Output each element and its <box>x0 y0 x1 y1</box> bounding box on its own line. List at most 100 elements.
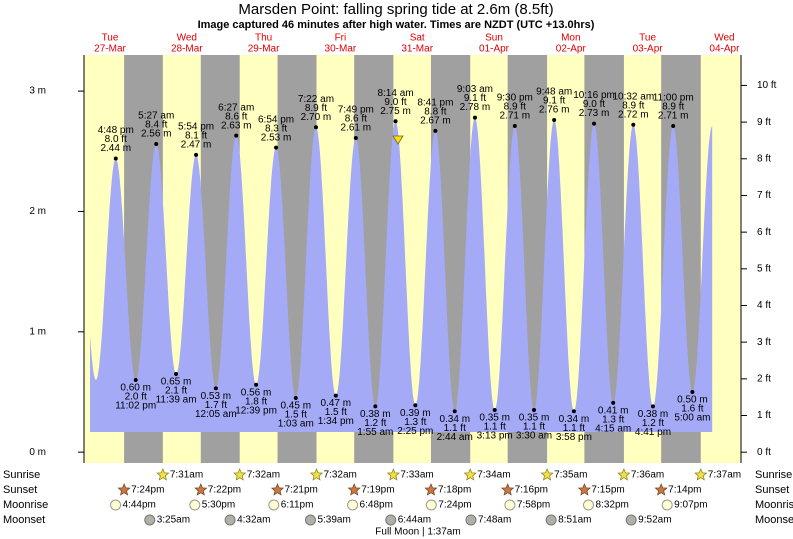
moonrise-time: 6:11pm <box>281 500 314 511</box>
moonset-icon <box>224 514 236 526</box>
sunset-time: 7:14pm <box>668 485 701 496</box>
moonset-time: 4:32am <box>237 515 270 526</box>
current-tide-marker <box>392 135 404 145</box>
tide-ft: 2.1 ft <box>165 386 187 397</box>
tide-time: 9:30 pm <box>497 93 533 104</box>
tide-time: 5:54 pm <box>178 122 214 133</box>
moonrise-icon <box>110 499 122 511</box>
day-date: 27-Mar <box>94 44 126 55</box>
tide-point <box>571 409 576 414</box>
sunset-icon <box>501 483 515 496</box>
moon-phase-note: Full Moon | 1:37am <box>375 527 460 538</box>
tide-ft: 8.9 ft <box>504 102 526 113</box>
sunset-time: 7:19pm <box>361 485 394 496</box>
tide-point <box>213 386 218 391</box>
y2-tick-label: 8 ft <box>757 153 771 164</box>
tide-ft: 9.1 ft <box>464 93 486 104</box>
tide-m: 0.47 m <box>321 398 352 409</box>
sunrise-time: 7:33am <box>400 470 433 481</box>
day-weekday: Thu <box>255 33 272 44</box>
tide-point <box>133 377 138 382</box>
sunrise-icon <box>233 468 247 481</box>
tide-point <box>413 403 418 408</box>
day-date: 29-Mar <box>248 44 280 55</box>
tide-time: 9:48 am <box>536 87 572 98</box>
tide-point <box>293 396 298 401</box>
tide-time: 11:39 am <box>156 395 197 406</box>
tide-ft: 8.0 ft <box>105 134 127 145</box>
tide-m: 2.67 m <box>420 115 451 126</box>
tide-time: 7:22 am <box>298 94 334 105</box>
day-date: 04-Apr <box>709 44 740 55</box>
chart-subtitle: Image captured 46 minutes after high wat… <box>198 19 595 31</box>
tide-point <box>113 156 118 161</box>
tide-time: 5:00 am <box>674 413 710 424</box>
tide-time: 9:03 am <box>457 84 493 95</box>
tide-point <box>313 125 318 130</box>
moonset-icon <box>144 514 156 526</box>
tide-m: 0.50 m <box>677 395 708 406</box>
sunset-time: 7:18pm <box>438 485 471 496</box>
tide-time: 12:39 pm <box>235 405 277 416</box>
sunset-time: 7:22pm <box>208 485 241 496</box>
sunset-time: 7:15pm <box>591 485 624 496</box>
y2-tick-label: 7 ft <box>757 190 771 201</box>
tide-ft: 1.6 ft <box>681 404 703 415</box>
sunrise-time: 7:34am <box>477 470 510 481</box>
row-label: Sunset <box>755 484 789 496</box>
tide-ft: 1.5 ft <box>325 407 347 418</box>
tide-point <box>154 142 159 147</box>
y-tick-label: 0 m <box>29 447 46 458</box>
sunset-icon <box>117 483 131 496</box>
row-label: Sunrise <box>3 469 40 481</box>
moonset-time: 5:39am <box>317 515 350 526</box>
moonset-time: 6:44am <box>398 515 431 526</box>
tide-ft: 8.6 ft <box>345 114 367 125</box>
tide-ft: 8.3 ft <box>265 123 287 134</box>
tide-m: 2.76 m <box>539 105 570 116</box>
tide-point <box>254 382 259 387</box>
tide-point <box>234 133 239 138</box>
row-label: Moonset <box>3 514 45 526</box>
sunrise-time: 7:31am <box>170 470 203 481</box>
moonrise-icon <box>661 499 673 511</box>
tide-point <box>552 117 557 122</box>
sunrise-time: 7:32am <box>247 470 280 481</box>
moonset-icon <box>385 514 397 526</box>
day-date: 30-Mar <box>325 44 357 55</box>
tide-m: 0.53 m <box>201 391 232 402</box>
tide-point <box>690 389 695 394</box>
day-weekday: Wed <box>714 33 734 44</box>
tide-m: 2.71 m <box>500 111 531 122</box>
sunset-time: 7:16pm <box>515 485 548 496</box>
y-tick-label: 2 m <box>29 206 46 217</box>
sunset-time: 7:24pm <box>131 485 164 496</box>
moonset-icon <box>304 514 316 526</box>
sunset-time: 7:21pm <box>285 485 318 496</box>
sunrise-icon <box>309 468 324 481</box>
y2-tick-label: 5 ft <box>757 263 771 274</box>
tide-ft: 1.1 ft <box>523 422 545 433</box>
y2-tick-label: 1 ft <box>757 410 771 421</box>
tide-ft: 1.3 ft <box>404 417 426 428</box>
moonrise-icon <box>504 499 516 511</box>
day-weekday: Fri <box>335 33 347 44</box>
chart-title: Marsden Point: falling spring tide at 2.… <box>238 1 553 18</box>
row-label: Moonrise <box>755 499 793 511</box>
moonrise-icon <box>268 499 280 511</box>
tide-m: 2.56 m <box>141 129 172 140</box>
tide-time: 10:32 am <box>612 91 654 102</box>
tide-time: 11:02 pm <box>115 401 156 412</box>
tide-m: 0.38 m <box>360 409 391 420</box>
sunrise-icon <box>386 468 400 481</box>
tide-m: 0.65 m <box>161 377 192 388</box>
tide-point <box>194 152 199 157</box>
tide-point <box>631 122 636 127</box>
sunrise-icon <box>617 468 631 481</box>
tide-ft: 8.9 ft <box>662 102 684 113</box>
tide-point <box>611 400 616 405</box>
tide-ft: 1.1 ft <box>563 423 585 434</box>
moonset-icon <box>625 514 637 526</box>
y2-tick-label: 9 ft <box>757 117 771 128</box>
